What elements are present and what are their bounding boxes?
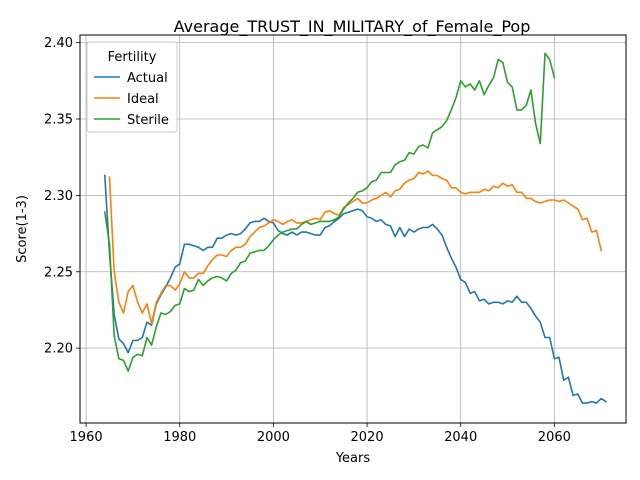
y-axis-label: Score(1-3) (15, 195, 30, 263)
series-lines (103, 52, 608, 404)
legend-box (86, 41, 178, 133)
y-tick-label: 2.25 (44, 265, 73, 280)
y-tick-label: 2.30 (44, 189, 73, 204)
plot-frame (79, 34, 627, 424)
y-tick-label: 2.40 (44, 36, 73, 51)
axis-ticks: 1960 1980 2000 2020 2040 2060 2.20 2.25 2.30 2.35… (44, 36, 571, 445)
legend: Fertility Actual Ideal Sterile (86, 41, 178, 133)
x-axis-label: Years (335, 451, 371, 466)
x-tick-label: 2020 (351, 430, 384, 445)
legend-label-ideal: Ideal (127, 92, 159, 107)
chart-title: Average_TRUST_IN_MILITARY_of_Female_Pop (174, 17, 531, 37)
legend-label-actual: Actual (127, 71, 168, 86)
x-tick-label: 2040 (444, 430, 477, 445)
x-tick-label: 2060 (538, 430, 571, 445)
y-tick-label: 2.20 (44, 342, 73, 357)
legend-label-sterile: Sterile (127, 113, 169, 128)
x-tick-label: 1960 (70, 430, 103, 445)
legend-title: Fertility (108, 50, 157, 65)
x-tick-label: 2000 (257, 430, 290, 445)
y-tick-label: 2.35 (44, 113, 73, 128)
x-tick-label: 1980 (163, 430, 196, 445)
series-line-sterile (103, 52, 556, 372)
series-line-actual (103, 174, 608, 404)
series-line-ideal (108, 170, 603, 325)
